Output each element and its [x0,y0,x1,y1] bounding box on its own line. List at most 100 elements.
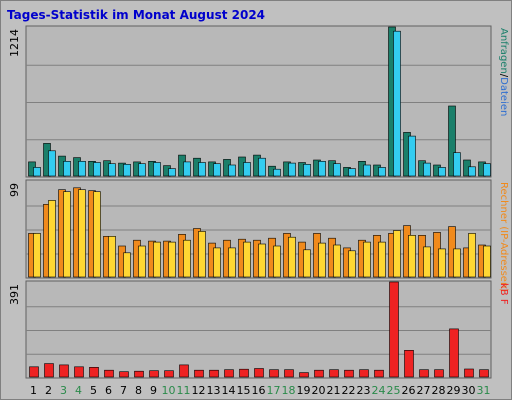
bar-computers-ip-adressen-day-6 [108,236,116,278]
bar-traffic-kb-f-day-13 [209,369,219,378]
bar-computers-ip-adressen-day-10 [168,241,176,278]
bar-computers-ip-adressen-day-24 [378,241,386,278]
bar-computers-ip-adressen-day-18 [288,236,296,278]
bar-requests-dateien-day-23 [363,164,371,177]
bar-requests-dateien-day-9 [153,162,161,177]
bar-traffic-kb-f-day-19 [299,372,309,378]
x-tick-label-day-7: 7 [120,384,127,397]
bar-traffic-kb-f-day-23 [359,369,369,378]
bar-traffic-kb-f-day-20 [314,369,324,378]
bar-traffic-kb-f-day-8 [134,370,144,378]
bar-requests-dateien-day-11 [183,161,191,177]
bar-traffic-kb-f-day-25 [389,281,399,378]
series-anfragen [28,26,486,177]
bar-traffic-kb-f-day-10 [164,370,174,378]
x-tick-label-day-3: 3 [60,384,67,397]
legend-part: / [498,74,509,78]
bar-computers-ip-adressen-day-23 [363,241,371,278]
chart-title: Tages-Statistik im Monat August 2024 [7,8,265,22]
bar-requests-dateien-day-25 [393,30,401,177]
bar-traffic-kb-f-day-27 [419,369,429,378]
bar-requests-dateien-day-30 [468,166,476,177]
bar-traffic-kb-f-day-24 [374,369,384,378]
bar-traffic-kb-f-day-17 [269,369,279,378]
panel-computers-legend: Rechner (IP-Adressen) [498,182,509,292]
bar-computers-ip-adressen-day-26 [408,235,416,278]
bar-requests-dateien-day-17 [273,168,281,177]
bar-traffic-kb-f-day-21 [329,369,339,378]
bar-computers-ip-adressen-day-13 [213,247,221,278]
bar-traffic-kb-f-day-11 [179,364,189,378]
x-tick-label-day-2: 2 [45,384,52,397]
x-tick-label-day-6: 6 [105,384,112,397]
bar-computers-ip-adressen-day-9 [153,241,161,278]
bar-traffic-kb-f-day-14 [224,369,234,378]
bar-requests-dateien-day-5 [93,162,101,177]
bar-traffic-kb-f-day-29 [449,328,459,378]
bar-computers-ip-adressen-day-15 [243,241,251,278]
bar-traffic-kb-f-day-30 [464,368,474,378]
bar-computers-ip-adressen-day-19 [303,249,311,278]
series-kb-f [29,281,489,378]
bar-traffic-kb-f-day-22 [344,369,354,378]
x-tick-label-day-18: 18 [282,384,296,397]
bar-requests-dateien-day-26 [408,135,416,177]
x-tick-label-day-26: 26 [402,384,416,397]
bar-requests-dateien-day-16 [258,157,266,177]
bar-computers-ip-adressen-day-5 [93,191,101,278]
x-axis-day-labels: 1 2 3 4 5 6 7 8 9 10 11 12 13 14 15 16 17 18 19 20 21 22 23 24 2… [30,384,491,397]
panel-traffic: 391 kB F [8,280,509,379]
x-tick-label-day-23: 23 [357,384,371,397]
bar-computers-ip-adressen-day-20 [318,242,326,278]
series-ip-adressen [33,189,491,278]
bar-requests-dateien-day-15 [243,162,251,177]
x-tick-label-day-22: 22 [342,384,356,397]
bar-computers-ip-adressen-day-7 [123,252,131,278]
bar-requests-dateien-day-3 [63,161,71,177]
panel-requests-ymax-label: 1214 [8,29,21,57]
legend-part: kB F [498,283,509,305]
bar-traffic-kb-f-day-1 [29,366,39,378]
x-tick-label-day-13: 13 [207,384,221,397]
bar-traffic-kb-f-day-31 [479,369,489,378]
x-tick-label-day-4: 4 [75,384,82,397]
x-tick-label-day-16: 16 [252,384,266,397]
bar-requests-dateien-day-2 [48,150,56,177]
x-tick-label-day-30: 30 [462,384,476,397]
bar-computers-ip-adressen-day-30 [468,233,476,278]
bar-requests-dateien-day-28 [438,167,446,177]
bar-computers-ip-adressen-day-11 [183,239,191,278]
bar-requests-dateien-day-24 [378,167,386,177]
bar-traffic-kb-f-day-12 [194,369,204,378]
chart-panels: 1214 Anfragen/Dateien 99 Rechner (IP-Adress… [8,25,509,379]
series-dateien [33,30,491,177]
bar-computers-ip-adressen-day-27 [423,246,431,278]
x-tick-label-day-5: 5 [90,384,97,397]
panel-computers-ymax-label: 99 [8,183,21,197]
x-tick-label-day-29: 29 [447,384,461,397]
bar-requests-dateien-day-22 [348,168,356,177]
bar-traffic-kb-f-day-6 [104,369,114,378]
bar-requests-dateien-day-21 [333,163,341,177]
x-tick-label-day-1: 1 [30,384,37,397]
x-tick-label-day-28: 28 [432,384,446,397]
bar-requests-dateien-day-18 [288,162,296,177]
bar-traffic-kb-f-day-3 [59,364,69,378]
x-tick-label-day-17: 17 [267,384,281,397]
bar-traffic-kb-f-day-26 [404,349,414,378]
bar-computers-ip-adressen-day-2 [48,200,56,278]
bar-traffic-kb-f-day-5 [89,366,99,378]
bar-traffic-kb-f-day-16 [254,368,264,378]
panel-traffic-plot-area [25,280,492,379]
bar-requests-dateien-day-20 [318,161,326,177]
bar-requests-dateien-day-10 [168,168,176,177]
bar-computers-ip-adressen-day-1 [33,233,41,278]
bar-computers-ip-adressen-day-22 [348,250,356,278]
panel-traffic-ymax-label: 391 [8,284,21,305]
bar-computers-ip-adressen-day-21 [333,244,341,278]
x-tick-label-day-11: 11 [177,384,191,397]
bar-computers-ip-adressen-day-25 [393,230,401,278]
x-tick-label-day-12: 12 [192,384,206,397]
legend-part: Anfragen [498,28,509,74]
bar-requests-dateien-day-1 [33,167,41,177]
